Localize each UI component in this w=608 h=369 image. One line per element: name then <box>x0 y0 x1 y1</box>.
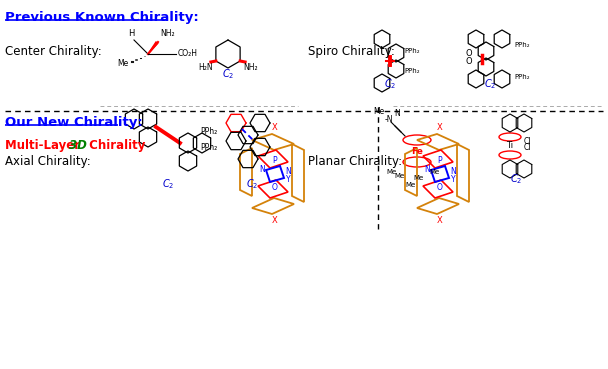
Text: N: N <box>450 168 456 176</box>
Text: PPh₂: PPh₂ <box>404 48 420 54</box>
Text: Center Chirality:: Center Chirality: <box>5 45 102 58</box>
Text: -N: -N <box>384 115 393 124</box>
Text: $\mathit{C}_2$: $\mathit{C}_2$ <box>384 77 396 91</box>
Text: Me: Me <box>374 107 385 116</box>
Text: X: X <box>437 216 443 225</box>
Text: $\mathit{C}_2$: $\mathit{C}_2$ <box>246 177 258 191</box>
Text: $\mathit{C}_2$: $\mathit{C}_2$ <box>222 67 234 81</box>
Text: PPh₂: PPh₂ <box>514 42 530 48</box>
Text: O: O <box>437 183 443 192</box>
Text: Multi-Layer: Multi-Layer <box>5 139 85 152</box>
Text: PPh₂: PPh₂ <box>200 127 217 135</box>
Text: Me: Me <box>429 169 439 175</box>
Text: $\mathit{C}_2$: $\mathit{C}_2$ <box>510 172 522 186</box>
Text: O: O <box>465 56 472 66</box>
Text: Cl: Cl <box>524 138 531 146</box>
Text: Planar Chirality:: Planar Chirality: <box>308 155 402 168</box>
Text: N: N <box>285 168 291 176</box>
Text: CO₂H: CO₂H <box>178 49 198 59</box>
Text: 3D: 3D <box>69 139 87 152</box>
Text: Y: Y <box>286 176 291 184</box>
Text: Fe: Fe <box>411 146 423 155</box>
Text: Ti: Ti <box>506 141 514 151</box>
Text: N: N <box>259 166 265 175</box>
Text: Cl: Cl <box>524 144 531 152</box>
Text: Me: Me <box>387 169 397 175</box>
Text: NH₂: NH₂ <box>243 63 258 72</box>
Text: Me: Me <box>414 175 424 181</box>
Text: O: O <box>272 183 278 192</box>
Text: Spiro Chirality:: Spiro Chirality: <box>308 45 395 58</box>
Text: Y: Y <box>451 176 455 184</box>
Text: H₂N: H₂N <box>198 63 213 72</box>
Text: Me: Me <box>406 182 416 188</box>
Text: N: N <box>394 109 400 118</box>
Text: Our New Chirality:: Our New Chirality: <box>5 116 143 129</box>
Polygon shape <box>148 42 158 54</box>
Text: H: H <box>128 29 134 38</box>
Text: PPh₂: PPh₂ <box>200 142 217 152</box>
Text: PPh₂: PPh₂ <box>404 68 420 74</box>
Text: X: X <box>437 123 443 132</box>
Text: $\mathit{C}_2$: $\mathit{C}_2$ <box>484 77 496 91</box>
Text: $\mathit{C}_2$: $\mathit{C}_2$ <box>162 177 174 191</box>
Text: Me: Me <box>395 173 405 179</box>
Text: O: O <box>465 48 472 58</box>
Text: N: N <box>424 166 430 175</box>
Text: X: X <box>272 123 278 132</box>
Text: NH₂: NH₂ <box>160 29 174 38</box>
Text: P: P <box>438 156 442 165</box>
Text: Axial Chirality:: Axial Chirality: <box>5 155 91 168</box>
Text: Me: Me <box>117 59 128 69</box>
Text: P: P <box>272 156 277 165</box>
Text: Previous Known Chirality:: Previous Known Chirality: <box>5 11 199 24</box>
Text: -: - <box>385 107 389 116</box>
Text: X: X <box>272 216 278 225</box>
Text: Chirality: Chirality <box>85 139 145 152</box>
Text: PPh₂: PPh₂ <box>514 74 530 80</box>
